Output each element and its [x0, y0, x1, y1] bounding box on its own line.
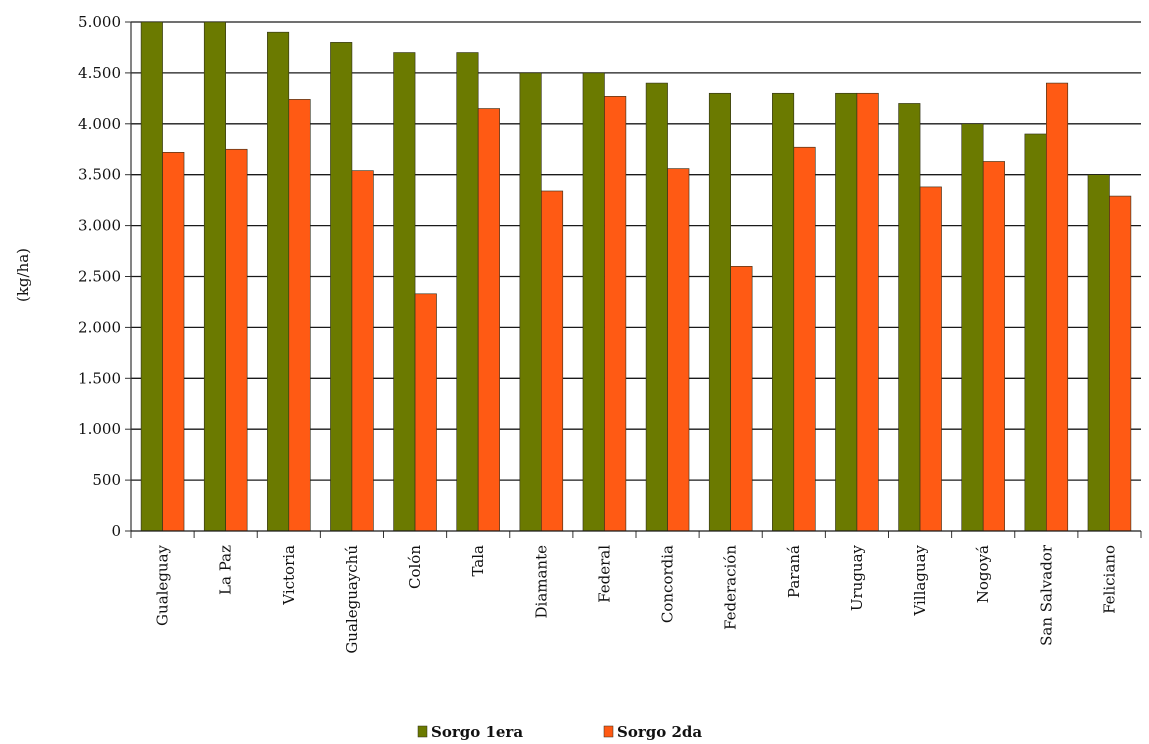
x-category-label: Nogoyá: [974, 545, 992, 603]
y-tick-label: 3.500: [78, 166, 121, 184]
y-tick-label: 500: [92, 471, 121, 489]
x-category-label: Feliciano: [1100, 545, 1118, 614]
legend-swatch: [603, 725, 614, 738]
y-axis-title: (kg/ha): [14, 248, 32, 302]
x-category-label: Diamante: [532, 545, 550, 619]
legend: Sorgo 1era Sorgo 2da: [417, 723, 702, 741]
bar-sorgo-1era: [582, 72, 605, 532]
bar-sorgo-2da: [288, 99, 311, 532]
bar-sorgo-2da: [856, 92, 879, 532]
bar-sorgo-2da: [414, 293, 437, 532]
legend-label: Sorgo 2da: [617, 723, 702, 741]
y-tick-labels: 0 500 1.000 1.500 2.000 2.500 3.000 3.500 4.000 4…: [78, 13, 121, 540]
x-category-labels: Gualeguay La Paz Victoria Gualeguaychú Colón…: [154, 544, 1119, 653]
bar-sorgo-2da: [919, 186, 942, 532]
x-category-label: Federación: [722, 545, 740, 630]
bar-sorgo-2da: [1109, 195, 1132, 532]
y-tick-label: 2.500: [78, 268, 121, 286]
x-category-label: Villaguay: [911, 544, 929, 616]
bar-sorgo-1era: [835, 92, 858, 532]
bar-sorgo-2da: [1046, 82, 1069, 532]
bar-sorgo-2da: [225, 148, 248, 532]
y-tick-label: 1.500: [78, 369, 121, 387]
bar-sorgo-1era: [1024, 133, 1047, 532]
x-category-label: Uruguay: [848, 544, 866, 611]
bar-sorgo-1era: [1087, 174, 1110, 532]
bar-sorgo-1era: [330, 42, 353, 532]
bar-sorgo-2da: [477, 108, 500, 532]
legend-swatch: [417, 725, 428, 738]
x-category-label: San Salvador: [1037, 544, 1055, 646]
x-category-label: Colón: [406, 545, 424, 589]
bar-sorgo-2da: [730, 266, 753, 532]
legend-label: Sorgo 1era: [431, 723, 523, 741]
bar-sorgo-2da: [351, 170, 374, 532]
bar-sorgo-2da: [541, 190, 564, 532]
bar-sorgo-1era: [456, 52, 479, 532]
x-category-label: Federal: [595, 545, 613, 603]
bar-sorgo-2da: [793, 146, 816, 532]
bar-sorgo-1era: [898, 103, 921, 532]
bar-sorgo-1era: [772, 92, 795, 532]
y-tick-label: 3.000: [78, 217, 121, 235]
x-category-label: Victoria: [280, 545, 298, 606]
x-category-label: Tala: [469, 545, 487, 577]
y-tick-label: 5.000: [78, 13, 121, 31]
y-tick-label: 4.000: [78, 115, 121, 133]
axes: [125, 21, 1142, 538]
y-tick-label: 1.000: [78, 420, 121, 438]
bar-sorgo-2da: [982, 161, 1005, 532]
bar-sorgo-1era: [645, 82, 668, 532]
y-tick-label: 4.500: [78, 64, 121, 82]
x-category-label: Paraná: [785, 545, 803, 598]
bar-sorgo-1era: [519, 72, 542, 532]
bar-sorgo-1era: [267, 31, 290, 532]
x-category-label: La Paz: [217, 545, 235, 595]
bar-sorgo-1era: [708, 92, 731, 532]
bars: [140, 21, 1132, 532]
x-category-label: Gualeguay: [154, 544, 172, 625]
bar-sorgo-1era: [140, 21, 163, 532]
x-category-label: Gualeguaychú: [343, 545, 361, 654]
bar-sorgo-1era: [961, 123, 984, 532]
y-tick-label: 2.000: [78, 318, 121, 336]
x-category-label: Concordia: [659, 545, 677, 623]
bar-sorgo-2da: [667, 168, 690, 532]
bar-sorgo-1era: [203, 21, 226, 532]
bar-sorgo-2da: [162, 152, 185, 532]
bar-sorgo-1era: [393, 52, 416, 532]
bar-sorgo-2da: [604, 96, 627, 532]
y-tick-label: 0: [111, 522, 121, 540]
